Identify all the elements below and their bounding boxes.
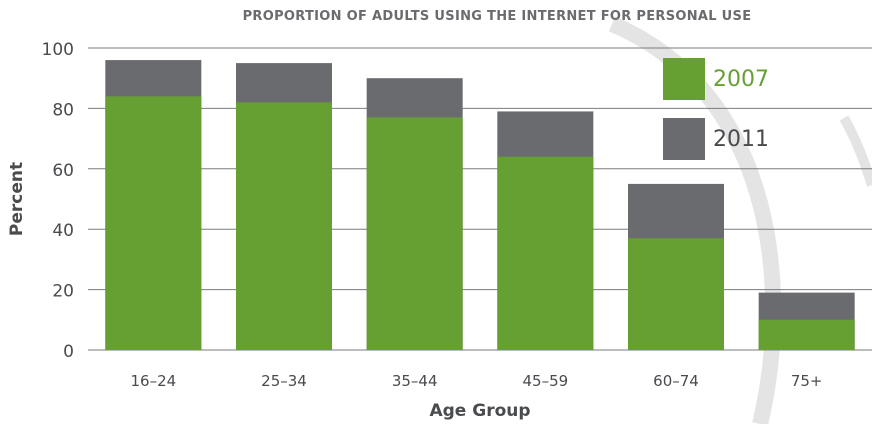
y-tick-label: 40 — [52, 221, 74, 241]
x-tick-label: 75+ — [791, 372, 823, 390]
x-tick-label: 35–44 — [392, 372, 438, 390]
x-axis-label: Age Group — [429, 401, 530, 421]
y-axis-label: Percent — [7, 162, 27, 236]
legend: 2007 2011 — [663, 58, 769, 160]
y-tick-label: 100 — [42, 40, 74, 60]
x-tick-label: 16–24 — [130, 372, 176, 390]
x-tick-label: 25–34 — [261, 372, 307, 390]
legend-swatch-2007 — [663, 58, 705, 100]
y-tick-label: 60 — [52, 161, 74, 181]
x-tick-labels: 16–24 25–34 35–44 45–59 60–74 75+ — [130, 372, 822, 390]
bar-2007 — [628, 238, 724, 350]
y-tick-labels: 0 20 40 60 80 100 — [42, 40, 74, 362]
legend-label: 2011 — [713, 127, 769, 152]
y-tick-label: 80 — [52, 100, 74, 120]
x-tick-label: 60–74 — [653, 372, 699, 390]
legend-label: 2007 — [713, 67, 769, 92]
bar-2007 — [758, 319, 855, 350]
gridlines — [88, 47, 872, 351]
x-tick-label: 45–59 — [522, 372, 568, 390]
legend-swatch-2011 — [663, 118, 705, 160]
background-swoosh-edge — [839, 115, 872, 187]
y-tick-label: 20 — [52, 282, 74, 302]
bar-2007 — [497, 156, 594, 350]
bar-2007 — [366, 117, 463, 351]
bars — [105, 60, 855, 351]
bar-2007 — [236, 102, 332, 350]
y-tick-label: 0 — [63, 342, 74, 362]
chart-title: PROPORTION OF ADULTS USING THE INTERNET … — [243, 9, 752, 24]
bar-2007 — [105, 96, 202, 350]
